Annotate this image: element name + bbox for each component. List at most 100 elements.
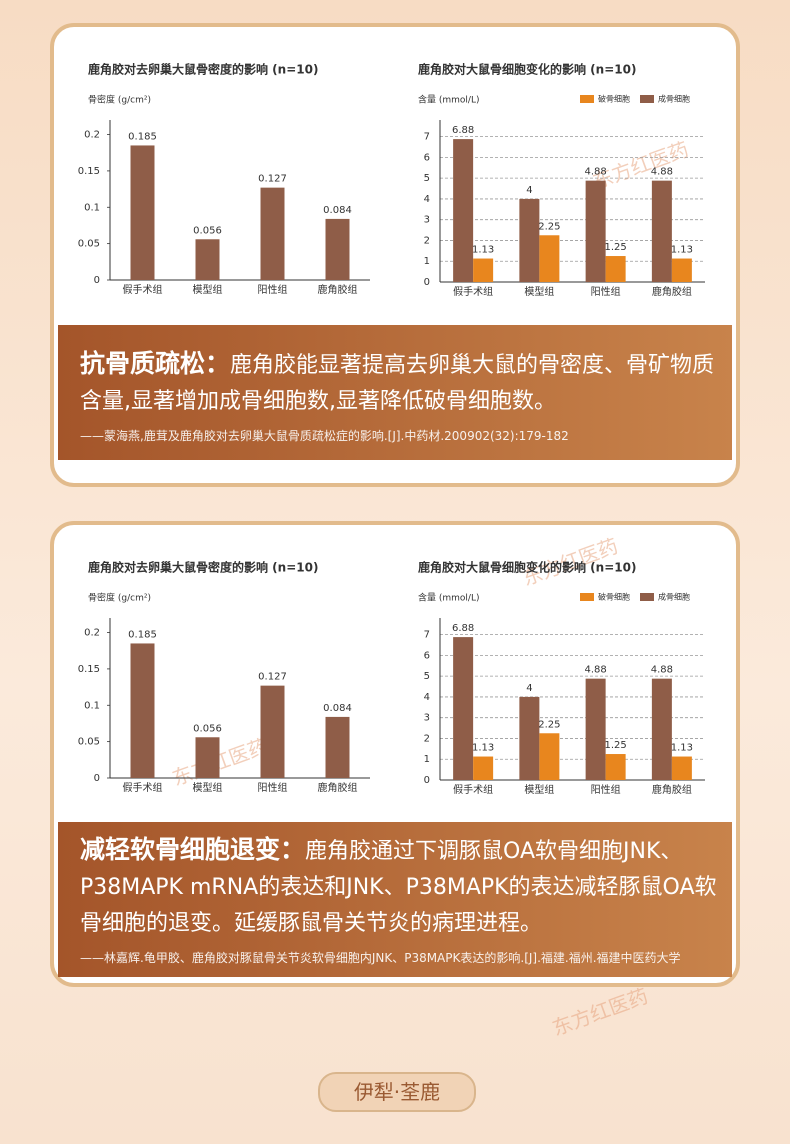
y-axis-label: 骨密度 (g/cm²) <box>88 94 151 106</box>
y-axis-label: 含量 (mmol/L) <box>418 94 479 106</box>
x-tick-label: 假手术组 <box>453 285 493 298</box>
bar <box>473 258 494 282</box>
x-tick-label: 模型组 <box>524 783 554 796</box>
y-tick-label: 6 <box>424 650 430 661</box>
band <box>58 325 732 460</box>
value-label: 1.13 <box>472 245 494 256</box>
y-tick-label: 0.15 <box>78 166 100 177</box>
bar <box>453 139 474 282</box>
bar <box>195 239 220 280</box>
y-tick-label: 5 <box>424 671 430 682</box>
bar <box>325 716 350 778</box>
value-label: 1.13 <box>671 743 693 754</box>
y-tick-label: 0.1 <box>84 700 100 711</box>
value-label: 1.13 <box>671 245 693 256</box>
x-tick-label: 模型组 <box>193 781 223 794</box>
legend-swatch <box>640 95 654 103</box>
value-label: 4.88 <box>651 167 673 178</box>
chart-title: 鹿角胶对去卵巢大鼠骨密度的影响 (n=10) <box>88 560 318 575</box>
bar <box>453 637 474 780</box>
x-tick-label: 阳性组 <box>591 285 621 298</box>
bar <box>585 180 606 282</box>
bar <box>651 180 672 282</box>
bar <box>473 756 494 780</box>
legend-swatch <box>580 95 594 103</box>
bar <box>130 145 155 280</box>
value-label: 0.056 <box>193 225 222 236</box>
citation: ——蒙海燕,鹿茸及鹿角胶对去卵巢大鼠骨质疏松症的影响.[J].中药材.20090… <box>80 429 569 443</box>
y-tick-label: 0 <box>424 775 430 786</box>
body: 鹿角胶能显著提高去卵巢大鼠的骨密度、骨矿物质含量,显著增加成骨细胞数,显著降低破… <box>80 353 715 414</box>
legend-label: 破骨细胞 <box>598 592 630 602</box>
y-tick-label: 2 <box>424 235 430 246</box>
x-tick-label: 阳性组 <box>258 283 288 296</box>
x-tick-label: 假手术组 <box>453 783 493 796</box>
y-tick-label: 0.05 <box>78 737 100 748</box>
body: 鹿角胶通过下调豚鼠OA软骨细胞JNK、P38MAPK mRNA的表达和JNK、P… <box>80 839 717 936</box>
chart-title: 鹿角胶对大鼠骨细胞变化的影响 (n=10) <box>418 62 636 77</box>
value-label: 0.127 <box>258 174 287 185</box>
bar <box>130 643 155 778</box>
value-label: 4 <box>526 185 532 196</box>
value-label: 1.13 <box>472 743 494 754</box>
bar <box>539 733 560 780</box>
y-tick-label: 0.1 <box>84 202 100 213</box>
band <box>58 822 732 977</box>
heading: 减轻软骨细胞退变： <box>80 835 306 864</box>
legend-label: 成骨细胞 <box>658 94 690 104</box>
y-tick-label: 7 <box>424 630 430 641</box>
chart-title: 鹿角胶对大鼠骨细胞变化的影响 (n=10) <box>418 560 636 575</box>
citation: ——林嘉辉.龟甲胶、鹿角胶对豚鼠骨关节炎软骨细胞内JNK、P38MAPK表达的影… <box>80 951 681 965</box>
y-tick-label: 0 <box>94 773 100 784</box>
brand: 伊犁·荃鹿 <box>318 1072 476 1112</box>
y-tick-label: 3 <box>424 215 430 226</box>
bar <box>585 678 606 780</box>
chart-title: 鹿角胶对去卵巢大鼠骨密度的影响 (n=10) <box>88 62 318 77</box>
x-tick-label: 鹿角胶组 <box>652 285 692 298</box>
x-tick-label: 鹿角胶组 <box>318 781 358 794</box>
value-label: 4.88 <box>651 665 673 676</box>
legend-swatch <box>640 593 654 601</box>
value-label: 6.88 <box>452 125 474 136</box>
y-tick-label: 4 <box>424 194 430 205</box>
x-tick-label: 模型组 <box>524 285 554 298</box>
value-label: 4.88 <box>584 167 606 178</box>
bar <box>605 256 626 282</box>
y-tick-label: 2 <box>424 733 430 744</box>
y-tick-label: 0.05 <box>78 239 100 250</box>
bar <box>605 754 626 780</box>
bar <box>671 258 692 282</box>
value-label: 4 <box>526 683 532 694</box>
value-label: 0.185 <box>128 131 157 142</box>
bar <box>260 685 285 778</box>
value-label: 4.88 <box>584 665 606 676</box>
legend-label: 成骨细胞 <box>658 592 690 602</box>
value-label: 2.25 <box>538 221 560 232</box>
value-label: 0.084 <box>323 205 352 216</box>
text-block: 减轻软骨细胞退变：鹿角胶通过下调豚鼠OA软骨细胞JNK、P38MAPK mRNA… <box>80 832 720 968</box>
y-tick-label: 0 <box>424 277 430 288</box>
bar <box>260 187 285 280</box>
heading: 抗骨质疏松： <box>80 349 231 378</box>
y-tick-label: 0.2 <box>84 628 100 639</box>
bar <box>671 756 692 780</box>
watermark: 东方红医药 <box>549 984 651 1041</box>
y-tick-label: 0.15 <box>78 664 100 675</box>
y-tick-label: 4 <box>424 692 430 703</box>
x-tick-label: 鹿角胶组 <box>652 783 692 796</box>
y-tick-label: 0 <box>94 275 100 286</box>
y-tick-label: 0.2 <box>84 130 100 141</box>
value-label: 0.185 <box>128 629 157 640</box>
y-tick-label: 3 <box>424 713 430 724</box>
y-tick-label: 6 <box>424 152 430 163</box>
y-tick-label: 5 <box>424 173 430 184</box>
value-label: 1.25 <box>604 740 626 751</box>
text-block: 抗骨质疏松：鹿角胶能显著提高去卵巢大鼠的骨密度、骨矿物质含量,显著增加成骨细胞数… <box>80 346 720 446</box>
bar <box>195 737 220 778</box>
y-tick-label: 1 <box>424 754 430 765</box>
bar <box>651 678 672 780</box>
y-tick-label: 1 <box>424 256 430 267</box>
x-tick-label: 阳性组 <box>591 783 621 796</box>
